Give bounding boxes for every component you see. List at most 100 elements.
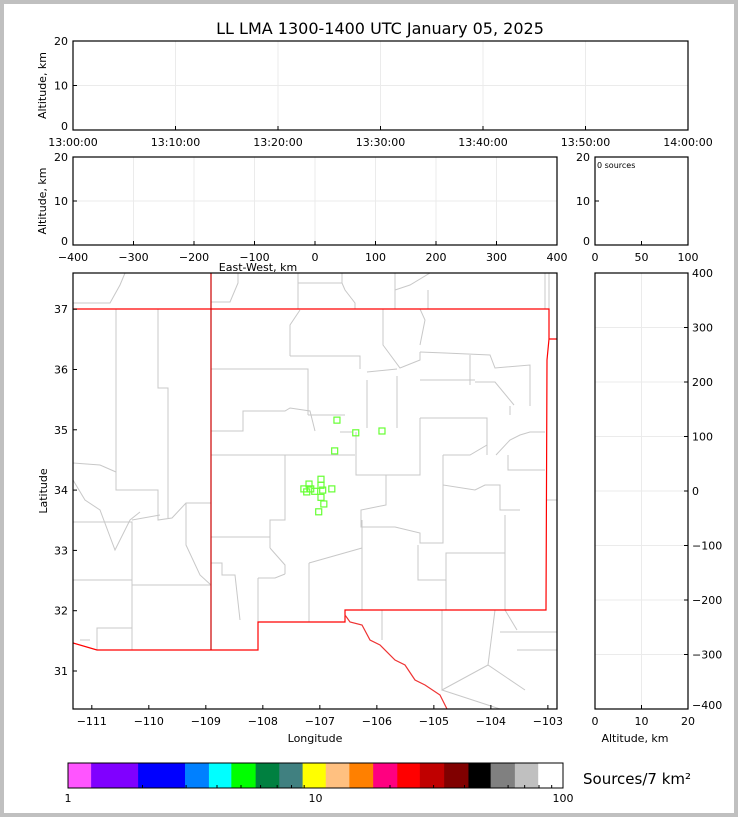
colorbar-bin [91, 763, 139, 788]
x-tick-label: 14:00:00 [663, 136, 712, 149]
x-tick-label: −111 [77, 715, 107, 728]
y-tick-label: 20 [54, 151, 68, 164]
colorbar-label: Sources/7 km² [583, 770, 691, 788]
x-tick-label: −106 [362, 715, 392, 728]
colorbar-bin [138, 763, 186, 788]
y-tick-label: −100 [692, 540, 722, 553]
y-tick-label: 32 [54, 605, 68, 618]
y-tick-label: 36 [54, 363, 68, 376]
x-tick-label: −100 [239, 251, 269, 264]
x-axis-label: East-West, km [219, 261, 297, 274]
source-marker [317, 481, 325, 489]
y-tick-label: 10 [54, 195, 68, 208]
x-tick-label: 200 [426, 251, 447, 264]
eastwest-altitude-panel: −400 −300 −200 −100 0 100 200 300 400 0 10 20 East-W… [36, 151, 568, 274]
colorbar-tick-label: 10 [309, 792, 323, 805]
source-marker [331, 447, 339, 455]
x-tick-label: 13:20:00 [253, 136, 302, 149]
y-tick-label: 37 [54, 303, 68, 316]
colorbar-frame [67, 762, 564, 789]
axes-frame [594, 272, 689, 710]
state-borders [73, 273, 557, 709]
x-tick-label: 50 [635, 251, 649, 264]
lightning-sources [300, 416, 386, 516]
source-marker [305, 480, 313, 488]
colorbar-tick-label: 1 [65, 792, 72, 805]
y-tick-label: 0 [61, 120, 68, 133]
source-marker [328, 485, 336, 493]
colorbar-bin [185, 763, 210, 788]
source-marker [333, 416, 341, 424]
colorbar-bin [208, 763, 232, 788]
plot-area [595, 157, 688, 245]
x-tick-label: −103 [533, 715, 563, 728]
county-borders [73, 273, 557, 709]
x-axis-label: Altitude, km [601, 732, 668, 745]
colorbar-bin [373, 763, 398, 788]
altitude-histogram-panel: 0 50 100 0 10 20 0 sources [576, 151, 699, 264]
y-tick-label: 33 [54, 544, 68, 557]
x-tick-label: 13:10:00 [151, 136, 200, 149]
axes-frame [72, 272, 558, 710]
source-marker [317, 493, 325, 501]
x-tick-label: 20 [681, 715, 695, 728]
colorbar-bin [397, 763, 421, 788]
y-tick-label: 100 [692, 431, 713, 444]
x-tick-label: 100 [678, 251, 699, 264]
figure-title: LL LMA 1300-1400 UTC January 05, 2025 [216, 19, 544, 38]
y-axis-label: Latitude [37, 468, 50, 514]
source-marker [378, 427, 386, 435]
colorbar: 1 10 100 Sources/7 km² [65, 762, 691, 805]
colorbar-bin [255, 763, 280, 788]
x-tick-label: 100 [365, 251, 386, 264]
x-tick-label: −200 [179, 251, 209, 264]
x-tick-label: −110 [134, 715, 164, 728]
y-tick-label: −300 [692, 649, 722, 662]
axes-frame [72, 156, 558, 246]
y-tick-label: 35 [54, 424, 68, 437]
colorbar-bin [538, 763, 564, 788]
x-tick-label: −104 [476, 715, 506, 728]
y-axis-label: Altitude, km [36, 52, 49, 119]
source-marker [352, 429, 360, 437]
x-tick-label: −300 [118, 251, 148, 264]
x-tick-label: 0 [592, 251, 599, 264]
colorbar-bin [419, 763, 445, 788]
y-tick-label: 10 [576, 195, 590, 208]
x-tick-label: 400 [547, 251, 568, 264]
y-tick-label: 0 [583, 235, 590, 248]
x-tick-label: −105 [419, 715, 449, 728]
source-marker [320, 500, 328, 508]
source-marker [311, 487, 319, 495]
y-tick-label: 0 [61, 235, 68, 248]
time-altitude-panel: 13:00:00 13:10:00 13:20:00 13:30:00 13:40:00… [36, 35, 713, 149]
x-tick-label: −109 [191, 715, 221, 728]
x-tick-label: 10 [635, 715, 649, 728]
colorbar-bin [468, 763, 492, 788]
source-marker [303, 488, 311, 496]
colorbar-bin [514, 763, 539, 788]
plan-view-map-panel: −111 −110 −109 −108 −107 −106 −105 −104 −103 31 32… [37, 272, 563, 745]
colorbar-bin [325, 763, 350, 788]
colorbar-bin [68, 763, 92, 788]
colorbar-bin [349, 763, 374, 788]
x-tick-label: 0 [592, 715, 599, 728]
axes-frame [594, 156, 689, 246]
colorbar-bin [231, 763, 257, 788]
y-tick-label: 20 [576, 151, 590, 164]
colorbar-bin [302, 763, 327, 788]
colorbar-bin [444, 763, 469, 788]
x-tick-label: 13:00:00 [48, 136, 97, 149]
source-marker [315, 508, 323, 516]
x-tick-label: 300 [486, 251, 507, 264]
x-axis-label: Longitude [288, 732, 343, 745]
colorbar-bin [490, 763, 516, 788]
y-tick-label: 34 [54, 484, 68, 497]
colorbar-bin [279, 763, 304, 788]
x-tick-label: 13:40:00 [458, 136, 507, 149]
y-tick-label: 20 [54, 35, 68, 48]
altitude-northsouth-panel: 0 10 20 −400 −300 −200 −100 0 100 200 300 400 Altitu… [592, 267, 723, 745]
y-tick-label: 300 [692, 322, 713, 335]
y-axis-label: Altitude, km [36, 167, 49, 234]
